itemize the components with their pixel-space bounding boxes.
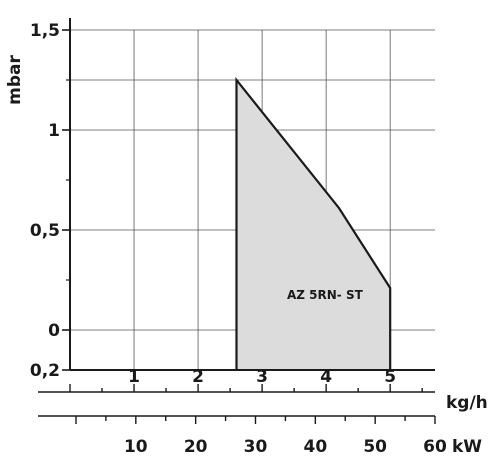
y-tick-label: 1 bbox=[48, 121, 60, 141]
kgh-tick-label: 2 bbox=[192, 367, 204, 387]
kw-tick-label: 30 bbox=[244, 437, 268, 457]
kgh-tick-label: 1 bbox=[128, 367, 140, 387]
kw-tick-label: 40 bbox=[303, 437, 327, 457]
y-tick-label: 0 bbox=[48, 321, 60, 341]
y-axis-label: mbar bbox=[5, 55, 25, 105]
series-outline bbox=[235, 76, 392, 370]
series-area bbox=[236, 80, 391, 370]
y-tick-label: 1,5 bbox=[30, 21, 60, 41]
kw-tick-label: 20 bbox=[184, 437, 208, 457]
y-tick-label: 0,2 bbox=[30, 361, 60, 381]
series-label: AZ 5RN- ST bbox=[287, 288, 364, 302]
x-axis-unit-kw: kW bbox=[452, 437, 482, 457]
kw-tick-label: 10 bbox=[124, 437, 148, 457]
y-tick-label: 0,5 bbox=[30, 221, 60, 241]
chart-series bbox=[235, 76, 392, 370]
x-axis-unit-kgh: kg/h bbox=[446, 393, 488, 413]
kw-tick-label: 60 bbox=[423, 437, 447, 457]
kgh-tick-label: 4 bbox=[320, 367, 332, 387]
kgh-tick-label: 5 bbox=[384, 367, 396, 387]
kw-tick-label: 50 bbox=[363, 437, 387, 457]
chart-axes: 0,2 0 0,5 1 1,5 1 2 3 4 5 10 20 30 40 50 60 bbox=[30, 18, 447, 457]
kgh-tick-label: 3 bbox=[256, 367, 268, 387]
